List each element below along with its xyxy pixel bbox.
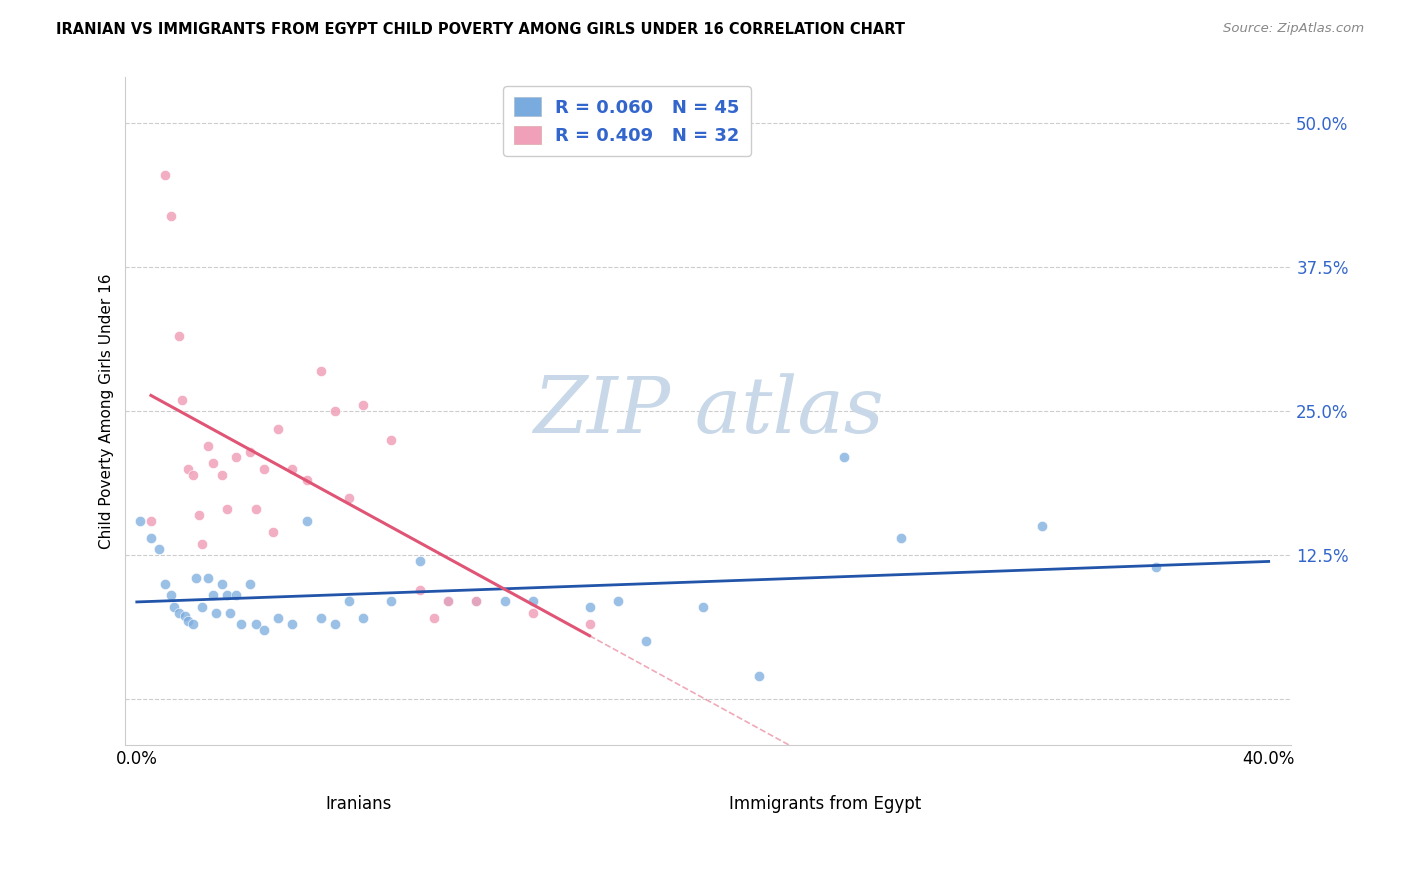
Text: Iranians: Iranians xyxy=(325,795,392,814)
Text: IRANIAN VS IMMIGRANTS FROM EGYPT CHILD POVERTY AMONG GIRLS UNDER 16 CORRELATION : IRANIAN VS IMMIGRANTS FROM EGYPT CHILD P… xyxy=(56,22,905,37)
Point xyxy=(153,169,176,183)
Point xyxy=(295,473,318,487)
Point xyxy=(267,421,290,435)
Point xyxy=(636,634,658,648)
Point xyxy=(606,594,628,608)
Point xyxy=(281,462,304,476)
Point xyxy=(159,589,181,603)
Point xyxy=(197,571,219,585)
Point xyxy=(832,450,855,465)
Point xyxy=(174,609,197,624)
Point xyxy=(465,594,488,608)
Point xyxy=(337,594,360,608)
Point xyxy=(211,467,233,482)
Point xyxy=(211,577,233,591)
Point xyxy=(281,617,304,632)
Point xyxy=(380,594,402,608)
Point xyxy=(239,444,262,458)
Point xyxy=(183,467,205,482)
Point xyxy=(202,456,225,470)
Point xyxy=(183,617,205,632)
Point xyxy=(1031,519,1053,533)
Point xyxy=(352,611,374,625)
Point xyxy=(1144,559,1167,574)
Point xyxy=(167,329,190,343)
Point xyxy=(188,508,211,522)
Point xyxy=(148,542,170,557)
Point xyxy=(217,502,239,516)
Point xyxy=(465,594,488,608)
Text: Source: ZipAtlas.com: Source: ZipAtlas.com xyxy=(1223,22,1364,36)
Point xyxy=(423,611,446,625)
Point xyxy=(337,491,360,505)
Point xyxy=(380,433,402,447)
Point xyxy=(522,594,544,608)
Point xyxy=(153,577,176,591)
Point xyxy=(177,614,200,628)
Point xyxy=(128,514,150,528)
Y-axis label: Child Poverty Among Girls Under 16: Child Poverty Among Girls Under 16 xyxy=(100,274,114,549)
Point xyxy=(692,599,714,614)
Point xyxy=(239,577,262,591)
Point xyxy=(162,599,184,614)
Point xyxy=(253,462,276,476)
Point xyxy=(191,536,214,550)
Text: Immigrants from Egypt: Immigrants from Egypt xyxy=(728,795,921,814)
Point xyxy=(578,599,600,614)
Point xyxy=(437,594,460,608)
Point xyxy=(262,525,284,540)
Point xyxy=(139,531,162,545)
Point xyxy=(352,399,374,413)
Point xyxy=(309,611,332,625)
Point xyxy=(231,617,253,632)
Point xyxy=(225,450,247,465)
Point xyxy=(205,606,228,620)
Point xyxy=(245,617,267,632)
Point xyxy=(437,594,460,608)
Point xyxy=(494,594,516,608)
Point xyxy=(197,439,219,453)
Point xyxy=(245,502,267,516)
Point xyxy=(167,606,190,620)
Point xyxy=(186,571,208,585)
Text: ZIP atlas: ZIP atlas xyxy=(533,373,884,450)
Point xyxy=(217,589,239,603)
Point xyxy=(295,514,318,528)
Point xyxy=(159,209,181,223)
Point xyxy=(409,554,432,568)
Point xyxy=(219,606,242,620)
Point xyxy=(225,589,247,603)
Point xyxy=(890,531,912,545)
Point xyxy=(323,404,346,418)
Point xyxy=(139,514,162,528)
Point xyxy=(191,599,214,614)
Point xyxy=(170,392,193,407)
Point xyxy=(522,606,544,620)
Point xyxy=(267,611,290,625)
Legend: R = 0.060   N = 45, R = 0.409   N = 32: R = 0.060 N = 45, R = 0.409 N = 32 xyxy=(503,87,751,156)
Point xyxy=(202,589,225,603)
Point xyxy=(177,462,200,476)
Point xyxy=(323,617,346,632)
Point xyxy=(748,669,770,683)
Point xyxy=(578,617,600,632)
Point xyxy=(253,623,276,637)
Point xyxy=(409,582,432,597)
Point xyxy=(309,364,332,378)
